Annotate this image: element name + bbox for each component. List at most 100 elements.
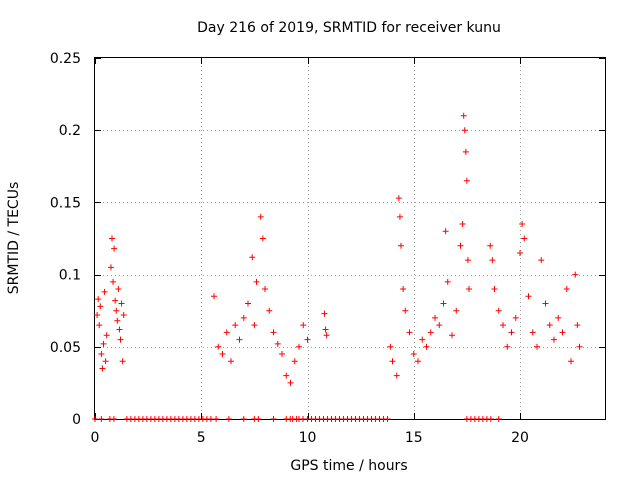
data-point: [111, 245, 118, 252]
data-point: [555, 314, 562, 321]
data-point: [279, 351, 285, 358]
data-point: [559, 329, 566, 336]
data-point: [398, 242, 404, 249]
y-tick-label: 0.25: [50, 51, 81, 67]
data-point: [406, 329, 413, 336]
data-point: [114, 317, 121, 324]
data-point: [489, 257, 496, 264]
zero-data-point: [270, 416, 277, 422]
data-point: [257, 213, 264, 220]
data-point: [103, 332, 110, 339]
data-point: [296, 343, 302, 350]
zero-data-point: [240, 416, 247, 422]
data-point: [563, 286, 570, 293]
y-tick-label: 0: [72, 412, 81, 428]
data-point: [291, 358, 298, 365]
y-tick-label: 0.05: [50, 340, 81, 356]
data-point: [576, 343, 583, 350]
data-point: [551, 336, 557, 343]
data-point: [572, 271, 579, 278]
data-points: [92, 112, 583, 422]
data-point: [118, 300, 125, 307]
data-point: [395, 195, 402, 202]
zero-data-point: [487, 416, 494, 422]
data-point: [110, 278, 117, 285]
x-tick-label: 10: [299, 430, 317, 446]
x-tick-label: 20: [511, 430, 529, 446]
data-point: [98, 351, 105, 358]
data-point: [266, 307, 273, 314]
data-point: [117, 336, 124, 343]
data-point: [453, 307, 460, 314]
data-point: [232, 322, 239, 329]
data-point: [393, 372, 400, 379]
zero-data-point: [255, 416, 262, 422]
data-point: [400, 286, 407, 293]
data-point: [449, 332, 455, 339]
data-point: [463, 177, 470, 184]
zero-data-point: [225, 416, 232, 422]
data-point: [508, 329, 515, 336]
data-point: [459, 221, 466, 228]
data-point: [321, 310, 328, 317]
data-point: [113, 307, 120, 314]
data-point: [249, 254, 256, 261]
data-point: [487, 242, 494, 249]
data-point: [109, 235, 115, 242]
data-point: [521, 235, 528, 242]
axis-ticks: [95, 58, 605, 420]
data-point: [491, 286, 498, 293]
data-point: [99, 365, 106, 372]
data-point: [100, 340, 107, 347]
data-point: [387, 343, 394, 350]
data-point: [215, 343, 222, 350]
zero-data-point: [207, 416, 214, 422]
y-tick-labels: 0 0.05 0.1 0.15 0.2 0.25: [50, 51, 81, 428]
data-point: [457, 242, 464, 249]
x-tick-label: 0: [91, 430, 100, 446]
data-point: [436, 322, 443, 329]
data-point: [240, 314, 247, 321]
y-tick-label: 0.2: [59, 123, 81, 139]
data-point: [323, 332, 330, 339]
data-point: [322, 326, 329, 333]
data-point: [461, 127, 468, 134]
data-point: [568, 358, 574, 365]
x-axis-label: GPS time / hours: [290, 458, 407, 474]
data-point: [116, 326, 123, 333]
grid: [95, 58, 605, 419]
data-point: [542, 300, 549, 307]
data-point: [419, 336, 426, 343]
zero-data-point: [213, 416, 220, 422]
x-tick-label: 15: [405, 430, 423, 446]
data-point: [464, 257, 471, 264]
data-point: [519, 221, 526, 228]
data-point: [466, 286, 472, 293]
zero-data-point: [98, 416, 105, 422]
data-point: [546, 322, 553, 329]
data-point: [236, 336, 243, 343]
data-point: [262, 286, 268, 293]
plot-frame: [94, 57, 606, 420]
data-point: [495, 307, 502, 314]
data-point: [95, 296, 102, 303]
zero-data-point: [384, 416, 391, 422]
data-point: [500, 322, 506, 329]
data-point: [517, 249, 523, 256]
data-point: [274, 340, 281, 347]
data-point: [107, 264, 114, 271]
data-point: [300, 322, 307, 329]
data-point: [574, 322, 581, 329]
data-point: [396, 213, 403, 220]
zero-data-point: [495, 416, 502, 422]
data-point: [423, 343, 430, 350]
data-point: [259, 235, 266, 242]
data-point: [525, 293, 532, 300]
data-point: [102, 358, 109, 365]
x-tick-labels: 0 5 10 15 20: [91, 430, 529, 446]
zero-data-point: [110, 416, 117, 422]
data-point: [211, 293, 217, 300]
data-point: [529, 329, 536, 336]
data-point: [219, 351, 226, 358]
data-point: [462, 148, 469, 155]
